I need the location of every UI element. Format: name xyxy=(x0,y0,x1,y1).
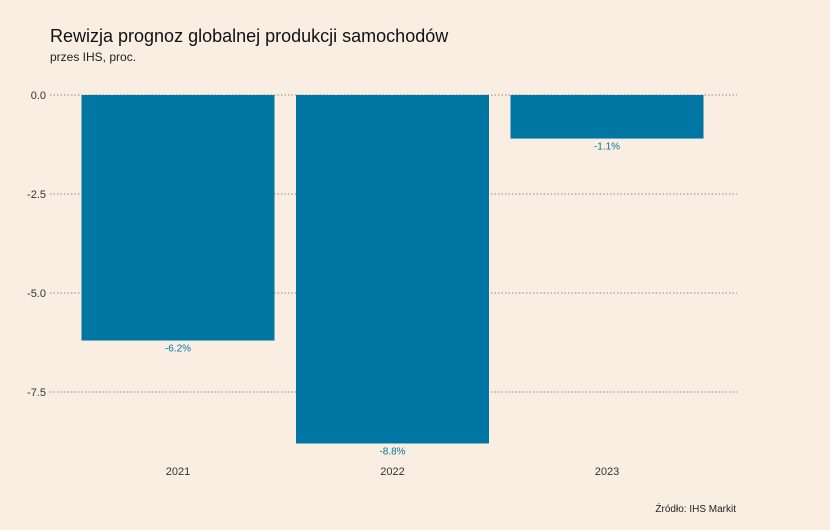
bar-2021 xyxy=(81,95,275,341)
data-label-2023: -1.1% xyxy=(594,142,620,153)
x-tick-label-2021: 2021 xyxy=(166,466,190,478)
x-tick-label-2023: 2023 xyxy=(595,466,619,478)
y-tick-label: -5.0 xyxy=(27,288,46,300)
bar-2022 xyxy=(296,95,489,444)
x-tick-label-2022: 2022 xyxy=(380,466,404,478)
data-label-2022: -8.8% xyxy=(379,446,405,457)
y-tick-label: 0.0 xyxy=(31,90,46,102)
source-note: Źródło: IHS Markit xyxy=(655,504,736,515)
chart-subtitle: przes IHS, proc. xyxy=(50,50,137,64)
bar-2023 xyxy=(510,95,704,139)
y-tick-label: -2.5 xyxy=(27,189,46,201)
chart-title: Rewizja prognoz globalnej produkcji samo… xyxy=(50,26,449,46)
y-tick-label: -7.5 xyxy=(27,387,46,399)
data-label-2021: -6.2% xyxy=(165,344,191,355)
